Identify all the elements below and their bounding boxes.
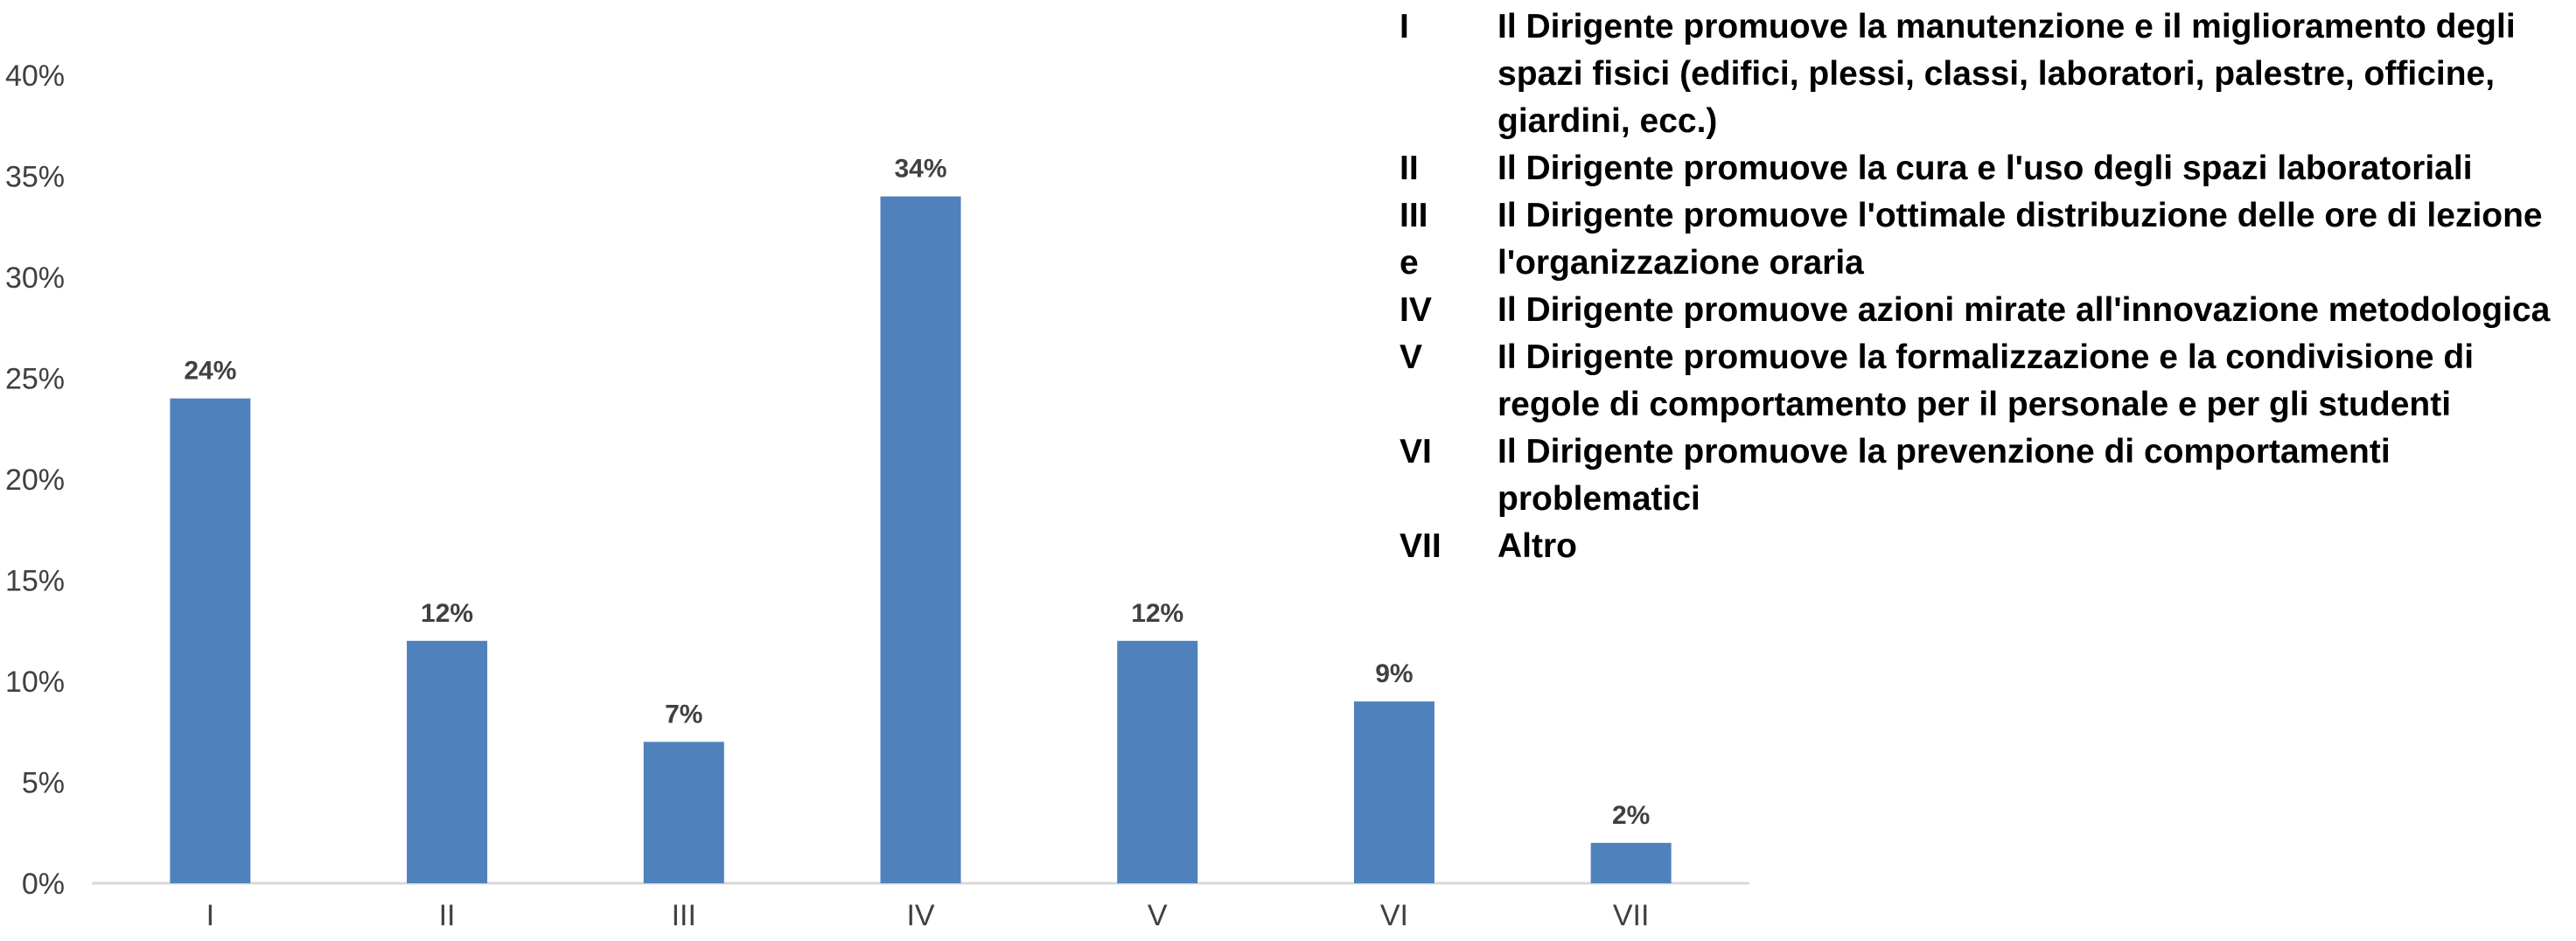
y-tick-label: 30% <box>5 261 65 295</box>
data-label-iii: 7% <box>665 700 702 728</box>
legend: I Il Dirigente promuove la manutenzione … <box>1400 3 2572 570</box>
bar-v <box>1117 640 1198 883</box>
data-label-iv: 34% <box>894 155 946 184</box>
x-axis-category-labels: I II III IV V VI VII <box>206 899 1650 932</box>
legend-text: Il Dirigente promuove la cura e l'uso de… <box>1497 150 2473 187</box>
data-label-i: 24% <box>184 357 236 386</box>
legend-text: Il Dirigente promuove azioni mirate all'… <box>1497 291 2551 329</box>
legend-key: III e <box>1400 192 1497 287</box>
legend-key: VII <box>1400 527 1442 565</box>
legend-item-v: V Il Dirigente promuove la formalizzazio… <box>1400 334 2572 429</box>
y-tick-label: 40% <box>5 59 65 93</box>
x-tick-label-iv: IV <box>906 899 934 932</box>
x-tick-label-vi: VI <box>1380 899 1408 932</box>
data-label-ii: 12% <box>421 599 473 628</box>
y-tick-label: 10% <box>5 666 65 699</box>
legend-key-line2: e <box>1400 244 1419 282</box>
legend-text: Il Dirigente promuove la formalizzazione… <box>1497 338 2475 423</box>
legend-text: Il Dirigente promuove la prevenzione di … <box>1497 433 2391 518</box>
x-tick-label-vii: VII <box>1613 899 1650 932</box>
bars-group <box>170 196 1672 884</box>
legend-key: V <box>1400 338 1423 376</box>
data-label-vi: 9% <box>1375 659 1413 688</box>
legend-item-vii: VII Altro <box>1400 523 2572 570</box>
x-tick-label-ii: II <box>439 899 456 932</box>
data-labels-group: 24% 12% 7% 34% 12% 9% 2% <box>184 155 1650 830</box>
bar-i <box>170 398 251 884</box>
bar-vii <box>1590 842 1672 883</box>
legend-item-iv: IV Il Dirigente promuove azioni mirate a… <box>1400 287 2572 334</box>
legend-text: Il Dirigente promuove la manutenzione e … <box>1497 8 2516 140</box>
x-tick-label-i: I <box>206 899 214 932</box>
legend-item-iii: III e Il Dirigente promuove l'ottimale d… <box>1400 192 2572 287</box>
x-tick-label-iii: III <box>672 899 696 932</box>
y-tick-label: 15% <box>5 565 65 598</box>
legend-key: IV <box>1400 291 1432 329</box>
y-tick-label: 0% <box>22 868 65 901</box>
y-tick-label: 25% <box>5 363 65 396</box>
legend-key: II <box>1400 150 1419 187</box>
legend-item-vi: VI Il Dirigente promuove la prevenzione … <box>1400 429 2572 523</box>
data-label-vii: 2% <box>1612 801 1650 830</box>
legend-item-ii: II Il Dirigente promuove la cura e l'uso… <box>1400 145 2572 192</box>
legend-text: Il Dirigente promuove l'ottimale distrib… <box>1497 197 2543 282</box>
bar-ii <box>407 640 488 883</box>
legend-key: VI <box>1400 433 1432 470</box>
y-tick-label: 5% <box>22 767 65 800</box>
y-axis-tick-labels: 0% 5% 10% 15% 20% 25% 30% 35% 40% <box>5 59 65 901</box>
legend-text: Altro <box>1497 527 1577 565</box>
bar-iv <box>880 196 961 884</box>
legend-key: I <box>1400 8 1409 45</box>
y-tick-label: 35% <box>5 161 65 194</box>
legend-item-i: I Il Dirigente promuove la manutenzione … <box>1400 3 2572 145</box>
data-label-v: 12% <box>1131 599 1183 628</box>
bar-iii <box>643 742 724 883</box>
bar-vi <box>1353 701 1435 883</box>
x-tick-label-v: V <box>1148 899 1168 932</box>
y-tick-label: 20% <box>5 464 65 497</box>
legend-key-line1: III <box>1400 197 1428 234</box>
